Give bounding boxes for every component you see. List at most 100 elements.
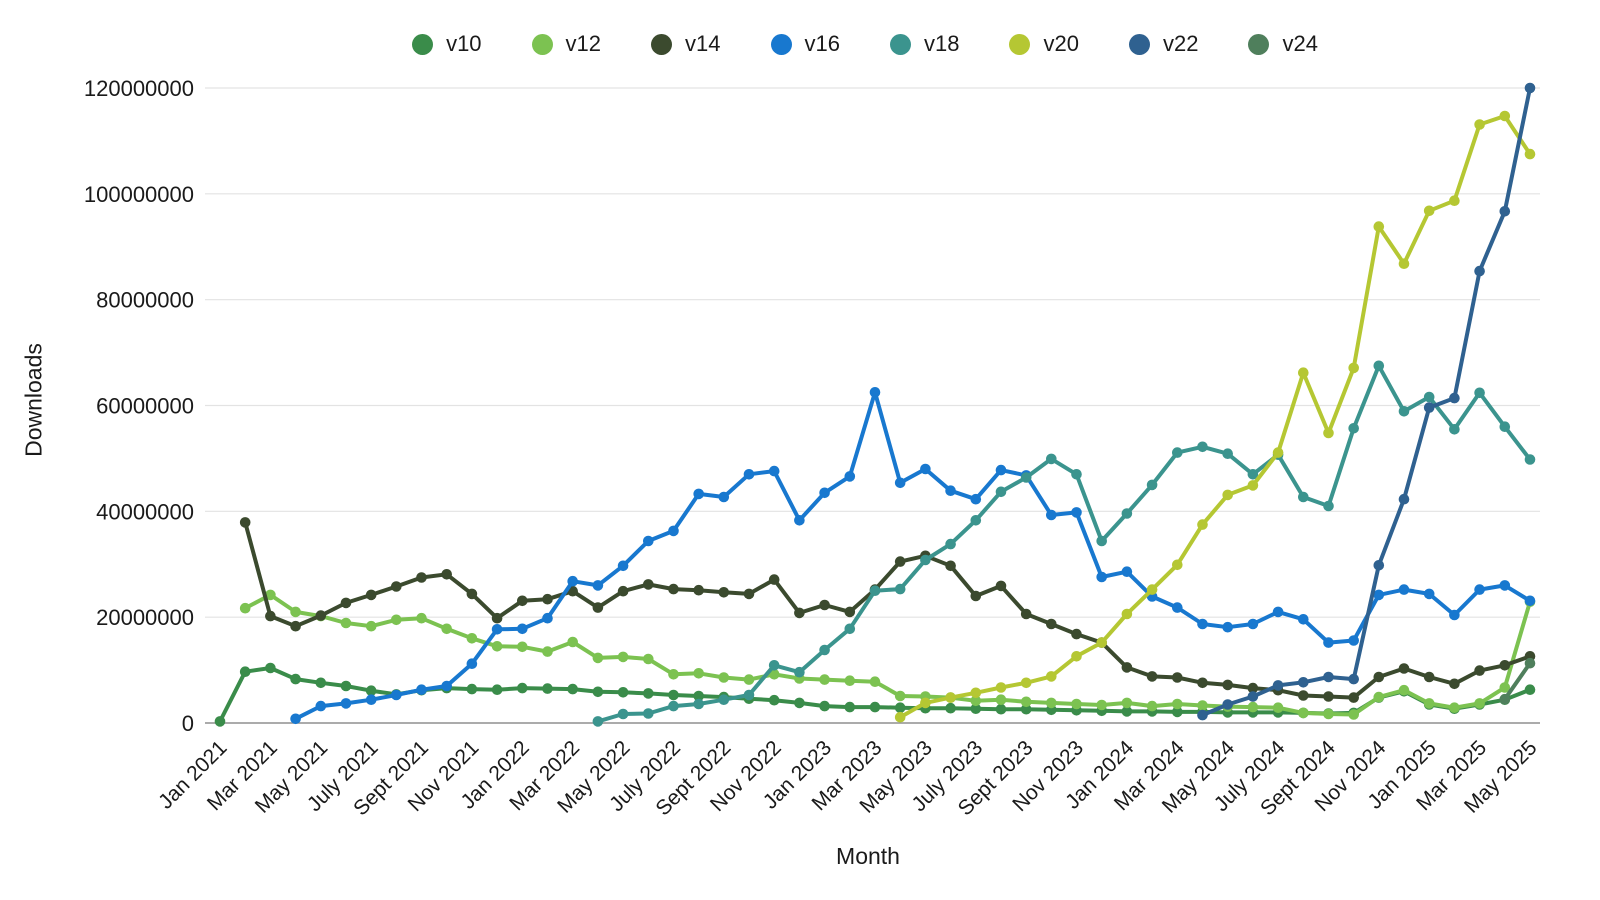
legend-item-v12[interactable]: v12 (531, 31, 602, 57)
data-point-v14 (592, 602, 604, 613)
data-point-v12 (1197, 700, 1208, 711)
data-point-v16 (441, 680, 453, 692)
data-point-v18 (970, 515, 982, 526)
data-point-v16 (1121, 566, 1133, 577)
data-point-v14 (1423, 671, 1435, 683)
data-point-v20 (1474, 119, 1485, 130)
legend-item-v20[interactable]: v20 (1009, 31, 1079, 57)
data-point-v18 (869, 585, 881, 596)
data-point-v14 (542, 593, 553, 605)
data-point-v12 (1172, 698, 1183, 710)
data-point-v16 (1348, 635, 1359, 646)
legend-item-v16[interactable]: v16 (770, 31, 840, 57)
data-point-v18 (1298, 491, 1309, 503)
legend-item-v10[interactable]: v10 (412, 31, 482, 57)
data-point-v14 (290, 620, 301, 632)
data-point-v16 (794, 515, 805, 526)
data-point-v14 (1449, 678, 1460, 690)
legend-item-v22[interactable]: v22 (1128, 31, 1199, 57)
data-point-v10 (1524, 684, 1536, 695)
data-point-v10 (1172, 706, 1183, 718)
data-point-v18 (1046, 453, 1057, 465)
data-point-v22 (1323, 671, 1334, 683)
data-point-v10 (1020, 703, 1032, 715)
data-point-v18 (1474, 387, 1485, 399)
data-point-v10 (592, 686, 604, 698)
data-point-v10 (995, 703, 1007, 715)
data-point-v10 (340, 680, 352, 692)
data-point-v20 (894, 711, 906, 723)
data-point-v10 (970, 703, 982, 714)
data-point-v16 (643, 535, 654, 547)
data-point-v14 (1121, 662, 1133, 673)
data-point-v20 (1298, 367, 1309, 379)
legend-item-v14[interactable]: v14 (651, 31, 721, 57)
data-point-v16 (768, 465, 780, 477)
series-line-v18 (595, 363, 1532, 724)
data-point-v16 (819, 487, 830, 499)
data-point-v14 (1197, 677, 1208, 689)
data-point-v20 (1046, 671, 1057, 682)
data-point-v12 (391, 614, 402, 626)
data-point-v16 (416, 684, 427, 695)
data-point-v18 (794, 666, 805, 678)
data-point-v12 (668, 669, 679, 680)
data-point-v20 (1373, 221, 1385, 232)
data-point-v16 (1423, 588, 1435, 600)
data-point-v20 (1524, 148, 1536, 160)
data-point-v18 (844, 623, 856, 635)
data-point-v10 (643, 688, 654, 699)
data-point-v10 (290, 673, 301, 685)
data-point-v14 (1398, 663, 1410, 674)
data-point-v10 (794, 697, 805, 709)
data-point-v10 (668, 689, 679, 701)
data-point-v14 (945, 560, 956, 572)
data-point-v22 (1272, 680, 1284, 691)
data-point-v12 (491, 641, 503, 652)
data-point-v10 (315, 677, 327, 689)
data-point-v22 (1524, 82, 1536, 94)
data-point-v16 (1172, 602, 1183, 613)
data-point-v20 (1499, 110, 1511, 122)
data-point-v14 (441, 569, 453, 580)
data-point-v16 (894, 477, 906, 489)
data-point-v16 (1071, 507, 1082, 518)
data-point-v22 (1449, 392, 1460, 404)
data-point-v22 (1373, 560, 1385, 571)
data-point-v16 (491, 624, 503, 635)
data-point-v16 (365, 694, 377, 705)
data-point-v18 (718, 694, 730, 705)
data-point-v12 (239, 602, 251, 614)
series-line-v16 (293, 390, 1532, 721)
data-point-v12 (1146, 700, 1158, 712)
legend-label: v22 (1162, 31, 1199, 56)
legend-label: v12 (565, 31, 602, 56)
data-point-v14 (819, 599, 830, 611)
data-point-v18 (592, 716, 604, 727)
data-point-v14 (265, 610, 276, 622)
data-point-v16 (466, 658, 478, 669)
data-point-v18 (920, 554, 931, 566)
data-point-v12 (290, 606, 301, 618)
data-point-v12 (970, 695, 982, 707)
data-point-v22 (1474, 265, 1485, 277)
legend-dot-v18 (890, 33, 911, 55)
data-point-v12 (995, 694, 1007, 705)
legend-item-v24[interactable]: v24 (1248, 31, 1318, 57)
data-point-v12 (1298, 707, 1309, 719)
data-point-v14 (693, 584, 704, 596)
data-point-v12 (1348, 709, 1359, 720)
data-point-v14 (1348, 692, 1359, 703)
data-point-v20 (1071, 651, 1082, 662)
data-point-v16 (1398, 584, 1410, 595)
data-point-v16 (668, 525, 679, 537)
data-point-v24 (1499, 693, 1511, 705)
legend-item-v18[interactable]: v18 (890, 31, 959, 57)
data-point-v18 (1499, 421, 1511, 433)
data-point-v18 (894, 583, 906, 595)
data-point-v22 (1348, 673, 1359, 685)
data-point-v20 (945, 692, 956, 703)
data-point-v14 (1222, 679, 1233, 691)
data-point-v12 (416, 612, 427, 624)
data-point-v14 (970, 590, 982, 602)
